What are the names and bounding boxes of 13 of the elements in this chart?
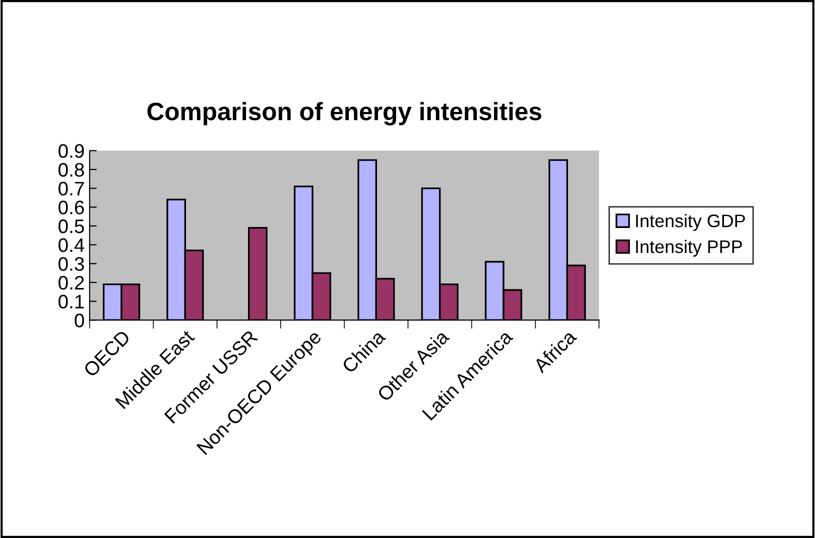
y-tick-label: 0.3 — [58, 257, 84, 271]
y-tick-label: 0.5 — [58, 219, 84, 234]
y-tick-label: 0.6 — [58, 200, 84, 214]
chart-title: Comparison of energy intensities — [147, 102, 542, 126]
legend-label: Intensity GDP — [636, 214, 745, 231]
y-tick-label: 0.8 — [58, 162, 84, 177]
y-tick-label: 0.2 — [58, 276, 84, 290]
legend-label: Intensity PPP — [636, 240, 742, 257]
y-tick-label: 0.7 — [58, 182, 84, 196]
y-tick-label: 0.4 — [58, 238, 84, 252]
y-tick-label: 0.9 — [58, 144, 84, 158]
y-tick-label: 0 — [74, 314, 84, 328]
y-tick-label: 0.1 — [58, 294, 84, 309]
